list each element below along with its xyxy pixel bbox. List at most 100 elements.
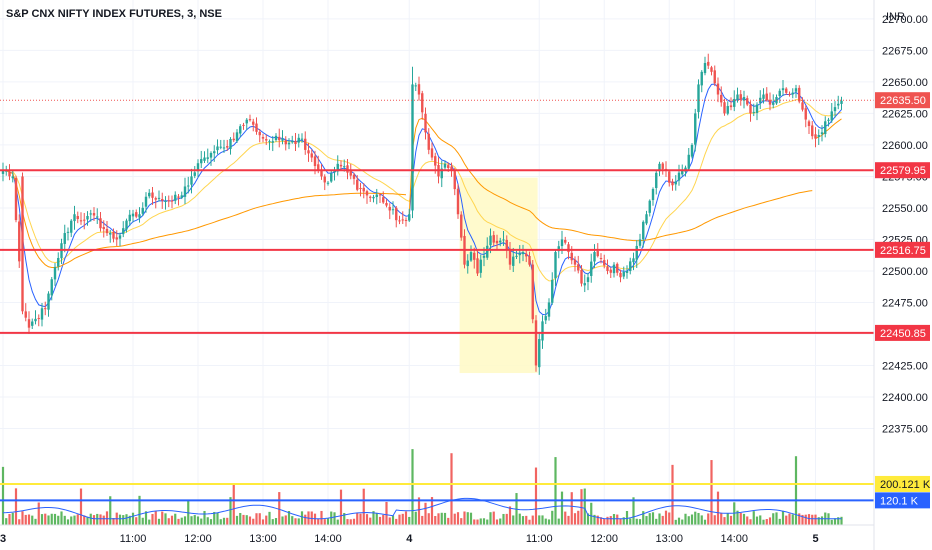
candle-body bbox=[122, 228, 125, 235]
price-tick-label: 22550.00 bbox=[882, 203, 928, 215]
volume-bar bbox=[755, 516, 759, 525]
candle-body bbox=[622, 272, 625, 277]
volume-bar bbox=[118, 514, 122, 525]
candle-body bbox=[814, 134, 817, 139]
time-tick-label: 11:00 bbox=[526, 533, 553, 545]
volume-bar bbox=[794, 456, 798, 525]
volume-bar bbox=[281, 516, 284, 525]
candle-body bbox=[505, 239, 508, 251]
volume-bar bbox=[382, 514, 385, 525]
volume-bar bbox=[333, 512, 336, 525]
candle-body bbox=[343, 166, 346, 168]
volume-bar bbox=[726, 512, 729, 525]
candle-body bbox=[508, 248, 512, 265]
candle-body bbox=[174, 194, 177, 201]
candle-body bbox=[222, 147, 226, 149]
level-price-label-bg bbox=[875, 324, 930, 341]
volume-bar bbox=[138, 495, 141, 525]
volume-bar bbox=[128, 515, 131, 525]
volume-bar bbox=[213, 511, 216, 525]
volume-bar bbox=[671, 464, 674, 525]
price-tick-label: 22375.00 bbox=[882, 423, 928, 435]
candle-body bbox=[232, 138, 235, 141]
volume-bar bbox=[759, 515, 762, 525]
volume-bar bbox=[560, 491, 564, 525]
volume-bar bbox=[391, 515, 395, 525]
volume-bar bbox=[775, 512, 778, 525]
candle-body bbox=[807, 121, 811, 127]
candle-body bbox=[326, 182, 330, 184]
candle-body bbox=[278, 136, 281, 141]
candle-body bbox=[96, 216, 99, 218]
volume-bar bbox=[395, 518, 398, 525]
candle-body bbox=[486, 245, 489, 258]
volume-bar bbox=[1, 466, 5, 525]
volume-bar bbox=[157, 518, 161, 525]
volume-bar bbox=[677, 517, 681, 525]
currency-label[interactable]: INR bbox=[886, 11, 905, 23]
volume-bar bbox=[180, 517, 183, 525]
candle-body bbox=[27, 319, 31, 328]
candle-body bbox=[268, 141, 271, 143]
volume-bar bbox=[603, 518, 606, 525]
volume-bar bbox=[57, 515, 60, 525]
volume-bar bbox=[271, 519, 274, 525]
candle-body bbox=[469, 252, 473, 261]
volume-level-label: 120.1 K bbox=[880, 495, 919, 507]
volume-bar bbox=[167, 518, 170, 525]
candle-body bbox=[242, 124, 245, 126]
volume-bar bbox=[801, 514, 804, 525]
volume-bar bbox=[746, 516, 749, 525]
candle-body bbox=[830, 111, 833, 121]
volume-bar bbox=[235, 515, 239, 525]
volume-bar bbox=[388, 517, 391, 525]
symbol-title[interactable]: S&P CNX NIFTY INDEX FUTURES, 3, NSE bbox=[6, 8, 222, 20]
candle-body bbox=[47, 293, 50, 310]
time-tick-label: 14:00 bbox=[314, 533, 342, 545]
time-tick-label: 13:00 bbox=[249, 533, 277, 545]
candle-body bbox=[450, 166, 453, 171]
candle-body bbox=[804, 108, 807, 120]
candle-body bbox=[820, 132, 824, 135]
volume-bar bbox=[840, 516, 843, 525]
volume-bar bbox=[102, 515, 105, 525]
candle-body bbox=[57, 257, 60, 267]
volume-bar bbox=[287, 511, 291, 525]
candle-body bbox=[720, 94, 723, 103]
volume-bar bbox=[232, 483, 235, 525]
candle-body bbox=[157, 197, 161, 199]
volume-bar bbox=[564, 511, 567, 525]
candle-body bbox=[489, 235, 492, 246]
candle-body bbox=[401, 219, 404, 221]
volume-bar bbox=[177, 518, 180, 525]
volume-bar bbox=[203, 510, 206, 525]
candle-body bbox=[203, 157, 206, 161]
volume-bar bbox=[479, 518, 482, 525]
volume-bar bbox=[622, 517, 625, 525]
time-tick-label: 4 bbox=[406, 533, 413, 545]
volume-bar bbox=[190, 516, 193, 525]
volume-bar bbox=[369, 517, 372, 525]
candle-body bbox=[557, 246, 560, 252]
candle-body bbox=[729, 105, 733, 108]
volume-bar bbox=[317, 518, 320, 525]
volume-bar bbox=[239, 512, 242, 525]
volume-bar bbox=[466, 512, 469, 525]
volume-bar bbox=[255, 513, 258, 525]
candle-body bbox=[177, 196, 180, 198]
volume-bar bbox=[294, 518, 297, 525]
candle-body bbox=[681, 169, 684, 175]
candle-body bbox=[408, 214, 411, 221]
candle-body bbox=[739, 94, 742, 100]
candle-body bbox=[70, 220, 73, 233]
volume-bar bbox=[749, 519, 752, 525]
candle-body bbox=[102, 227, 105, 230]
candle-body bbox=[840, 100, 843, 104]
volume-bar bbox=[76, 514, 79, 525]
volume-bar bbox=[242, 514, 245, 525]
volume-bar bbox=[378, 516, 382, 525]
volume-bar bbox=[323, 519, 326, 525]
candle-body bbox=[8, 172, 11, 177]
